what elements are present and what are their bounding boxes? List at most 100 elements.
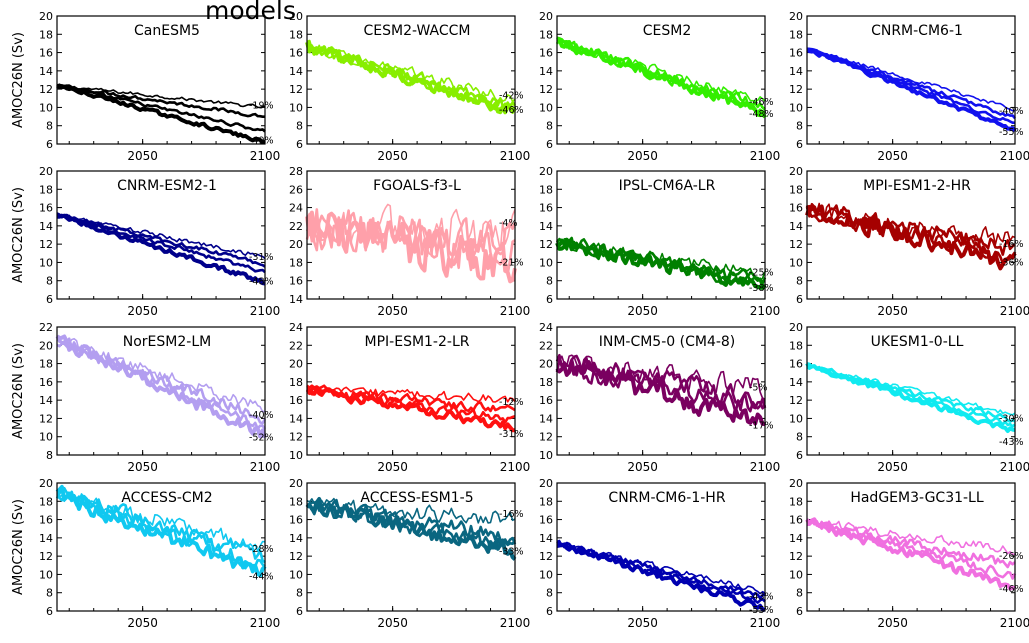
chart-panel-2: 6 8 10 12 14 16 18 20 2050 2100 CESM2 -46%-48%: [539, 10, 780, 163]
series-line-3: [56, 213, 266, 286]
y-tick-label: 16: [789, 47, 803, 60]
y-tick-label: 18: [39, 358, 53, 371]
y-tick-label: 16: [789, 202, 803, 215]
percent-label: -19%: [249, 101, 274, 112]
y-tick-label: 12: [789, 550, 803, 563]
series-line-0: [806, 362, 1016, 416]
series-line-0: [56, 83, 266, 109]
y-tick-label: 12: [789, 83, 803, 96]
y-tick-label: 20: [789, 10, 803, 23]
percent-label: -55%: [999, 127, 1024, 138]
series-line-3: [305, 41, 517, 115]
panel-title: CNRM-CM6-1-HR: [608, 490, 725, 506]
percent-label: -46%: [999, 584, 1024, 595]
chart-panel-8: 8 10 12 14 16 18 20 22 2050 2100 NorESM2-LM -40% -52…: [11, 321, 280, 474]
y-tick-label: 18: [39, 183, 53, 196]
panel-title: CESM2-WACCM: [363, 23, 470, 39]
y-tick-label: 20: [39, 339, 53, 352]
y-tick-label: 6: [796, 138, 803, 151]
axes-frame: [806, 15, 1016, 145]
y-tick-label: 10: [539, 256, 553, 269]
y-tick-label: 10: [289, 101, 303, 114]
y-tick-label: 10: [789, 101, 803, 114]
series-line-3: [556, 542, 766, 613]
series-line-1: [56, 490, 266, 564]
percent-label: -48%: [249, 277, 274, 288]
x-tick-label: 2100: [500, 460, 531, 474]
y-tick-label: 18: [789, 339, 803, 352]
series-line-2: [556, 540, 766, 604]
y-tick-label: 22: [289, 339, 303, 352]
axes-frame: [306, 170, 516, 300]
y-tick-label: 12: [539, 550, 553, 563]
y-tick-label: 8: [796, 587, 803, 600]
y-tick-label: 6: [796, 449, 803, 462]
y-tick-label: 10: [789, 412, 803, 425]
series-line-3: [56, 84, 266, 145]
x-tick-label: 2050: [127, 460, 158, 474]
panel-title: CESM2: [643, 23, 692, 39]
axes-frame: [306, 482, 516, 612]
y-tick-label: 12: [39, 83, 53, 96]
chart-panel-6: 6 8 10 12 14 16 18 20 2050 2100 IPSL-CM6A-LR -25% -3…: [539, 165, 780, 318]
y-tick-label: 18: [39, 28, 53, 41]
series-line-3: [805, 204, 1017, 271]
percent-label: -5%: [749, 382, 768, 393]
x-tick-label: 2050: [377, 616, 408, 630]
y-tick-label: 22: [539, 339, 553, 352]
y-tick-label: 20: [289, 238, 303, 251]
y-tick-label: 16: [289, 394, 303, 407]
y-tick-label: 6: [546, 605, 553, 618]
y-tick-label: 10: [289, 449, 303, 462]
y-tick-label: 16: [289, 47, 303, 60]
y-tick-label: 14: [289, 532, 303, 545]
series-line-2: [806, 519, 1017, 580]
y-tick-label: 26: [289, 183, 303, 196]
y-tick-label: 14: [539, 412, 553, 425]
percent-label: -16%: [999, 239, 1024, 250]
series-line-3: [305, 387, 516, 433]
panel-title: NorESM2-LM: [123, 334, 211, 350]
y-tick-label: 16: [539, 202, 553, 215]
y-tick-label: 14: [39, 220, 53, 233]
percent-label: -4%: [499, 218, 518, 229]
panel-title: ACCESS-CM2: [121, 490, 212, 506]
chart-panel-13: 6 8 10 12 14 16 18 20 2050 2100 ACCESS-ESM1-5 -16% -…: [289, 477, 530, 630]
y-tick-label: 16: [539, 514, 553, 527]
y-tick-label: 10: [789, 568, 803, 581]
y-tick-label: 14: [289, 412, 303, 425]
x-tick-label: 2050: [377, 304, 408, 318]
x-tick-label: 2100: [750, 460, 781, 474]
y-tick-label: 16: [289, 275, 303, 288]
axes-frame: [556, 482, 766, 612]
series-line-3: [556, 37, 767, 119]
x-tick-label: 2100: [750, 304, 781, 318]
percent-label: -46%: [499, 105, 524, 116]
x-tick-label: 2100: [250, 616, 281, 630]
percent-label: -43%: [999, 437, 1024, 448]
y-axis-label: AMOC26N (Sv): [11, 32, 26, 128]
y-tick-label: 6: [546, 138, 553, 151]
percent-label: -40%: [999, 106, 1024, 117]
series-line-1: [805, 518, 1016, 569]
series-line-2: [56, 341, 267, 430]
y-axis-label: AMOC26N (Sv): [11, 343, 26, 439]
percent-label: -26%: [999, 551, 1024, 562]
y-tick-label: 14: [789, 376, 803, 389]
x-tick-label: 2100: [250, 304, 281, 318]
axes-frame: [56, 326, 266, 456]
y-tick-label: 12: [289, 550, 303, 563]
y-tick-label: 14: [789, 532, 803, 545]
x-tick-label: 2050: [877, 149, 908, 163]
y-tick-label: 8: [46, 587, 53, 600]
x-tick-label: 2100: [250, 460, 281, 474]
chart-panel-10: 10 12 14 16 18 20 22 24 2050 2100 INM-CM5-0 (CM4-8…: [539, 321, 780, 474]
y-tick-label: 14: [789, 220, 803, 233]
percent-label: -40%: [249, 410, 274, 421]
panel-title: ACCESS-ESM1-5: [360, 490, 473, 506]
y-tick-label: 12: [539, 83, 553, 96]
x-tick-label: 2100: [500, 149, 531, 163]
y-tick-label: 12: [539, 238, 553, 251]
chart-panel-9: 10 12 14 16 18 20 22 24 2050 2100 MPI-ESM1-2-LR -12…: [289, 321, 530, 474]
series-line-2: [56, 212, 266, 274]
